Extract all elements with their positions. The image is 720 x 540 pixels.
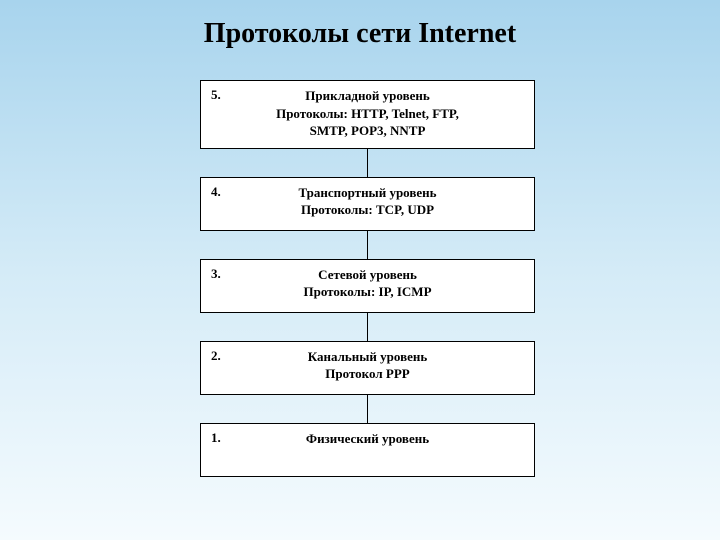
- layer-content: Канальный уровень Протокол PPP: [211, 348, 524, 383]
- page-title: Протоколы сети Internet: [0, 0, 720, 50]
- layer-box-4: 4. Транспортный уровень Протоколы: TCP, …: [200, 177, 535, 231]
- layer-number: 5.: [211, 87, 221, 103]
- layer-number: 4.: [211, 184, 221, 200]
- layer-line: Протоколы: HTTP, Telnet, FTP,: [211, 105, 524, 123]
- layer-content: Транспортный уровень Протоколы: TCP, UDP: [211, 184, 524, 219]
- title-text: Протоколы сети Internet: [204, 18, 516, 49]
- layer-box-3: 3. Сетевой уровень Протоколы: IP, ICMP: [200, 259, 535, 313]
- connector: [367, 149, 368, 177]
- layer-line: Протокол PPP: [211, 365, 524, 383]
- layer-line: Канальный уровень: [211, 348, 524, 366]
- layer-line: SMTP, POP3, NNTP: [211, 122, 524, 140]
- layer-number: 2.: [211, 348, 221, 364]
- layer-line: Транспортный уровень: [211, 184, 524, 202]
- layer-number: 3.: [211, 266, 221, 282]
- layer-number: 1.: [211, 430, 221, 446]
- layer-content: Прикладной уровень Протоколы: HTTP, Teln…: [211, 87, 524, 140]
- connector: [367, 231, 368, 259]
- layer-line: Сетевой уровень: [211, 266, 524, 284]
- connector: [367, 395, 368, 423]
- layer-line: Физический уровень: [211, 430, 524, 448]
- layer-box-5: 5. Прикладной уровень Протоколы: HTTP, T…: [200, 80, 535, 149]
- connector: [367, 313, 368, 341]
- layer-box-1: 1. Физический уровень: [200, 423, 535, 477]
- layer-box-2: 2. Канальный уровень Протокол PPP: [200, 341, 535, 395]
- layer-line: Прикладной уровень: [211, 87, 524, 105]
- layer-content: Физический уровень: [211, 430, 524, 448]
- layer-content: Сетевой уровень Протоколы: IP, ICMP: [211, 266, 524, 301]
- layer-line: Протоколы: TCP, UDP: [211, 201, 524, 219]
- layer-line: Протоколы: IP, ICMP: [211, 283, 524, 301]
- protocol-stack-diagram: 5. Прикладной уровень Протоколы: HTTP, T…: [200, 80, 535, 477]
